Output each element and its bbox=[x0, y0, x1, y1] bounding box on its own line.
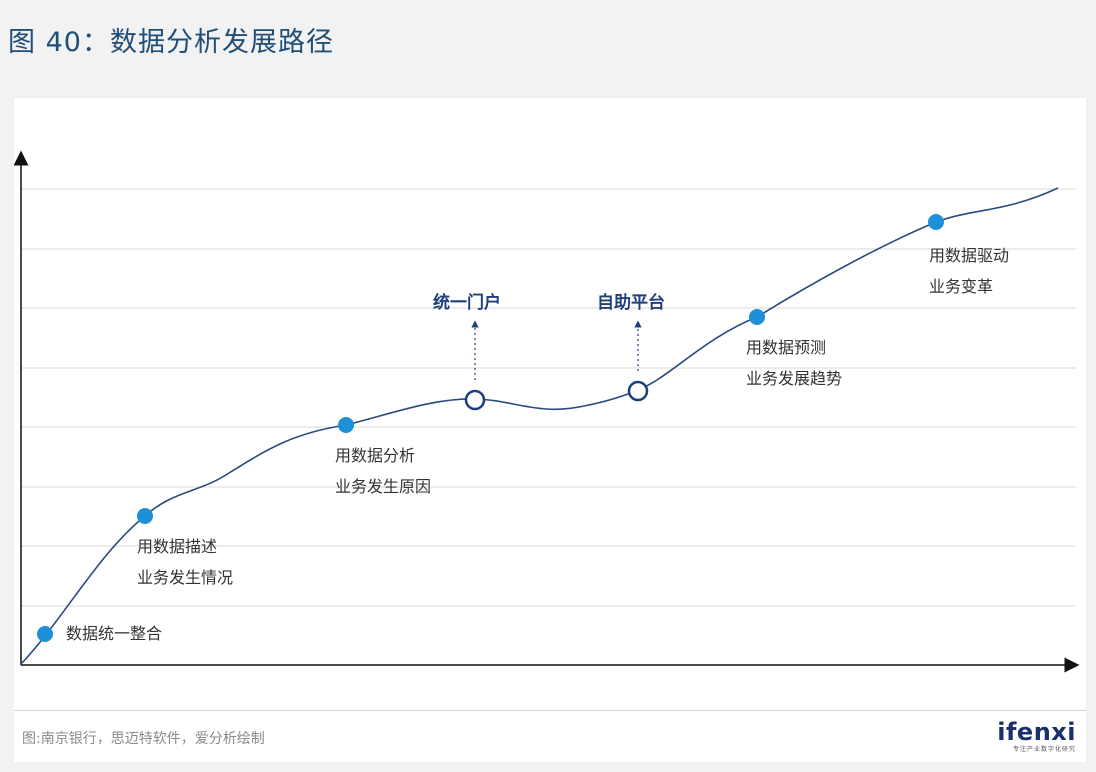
milestone-label-selfservice: 自助平台 bbox=[597, 293, 665, 313]
stage-label-line: 业务变革 bbox=[929, 277, 994, 296]
gridlines bbox=[22, 188, 1076, 607]
stage-label-line: 用数据预测 bbox=[746, 338, 827, 357]
stage-label-line: 业务发生情况 bbox=[137, 568, 234, 587]
stage-label-line: 用数据描述 bbox=[137, 537, 218, 556]
growth-curve bbox=[21, 187, 1059, 664]
stage-label-line: 业务发生原因 bbox=[335, 477, 432, 496]
footer-divider bbox=[14, 710, 1086, 711]
diagram-svg bbox=[14, 150, 1080, 673]
stage-label-analyze: 用数据分析 业务发生原因 bbox=[335, 440, 431, 502]
stage-label-line: 用数据驱动 bbox=[929, 246, 1010, 265]
diagram-panel: 数据统一整合 用数据描述 业务发生情况 用数据分析 业务发生原因 用数据预测 业… bbox=[14, 98, 1086, 762]
logo-tagline: 专注产业数字化研究 bbox=[1012, 746, 1076, 753]
stage-label-line: 数据统一整合 bbox=[66, 624, 163, 643]
stage-label-predict: 用数据预测 业务发展趋势 bbox=[746, 332, 842, 394]
stage-dot-integration bbox=[37, 626, 53, 642]
stage-label-line: 用数据分析 bbox=[335, 446, 416, 465]
stage-label-line: 业务发展趋势 bbox=[746, 369, 843, 388]
milestone-label-portal: 统一门户 bbox=[433, 293, 501, 313]
milestone-ring-selfservice bbox=[627, 380, 649, 402]
stage-dot-drive bbox=[928, 214, 944, 230]
ifenxi-logo: ifenxi 专注产业数字化研究 bbox=[997, 718, 1076, 753]
stage-label-integration: 数据统一整合 bbox=[66, 618, 162, 649]
stage-label-describe: 用数据描述 业务发生情况 bbox=[137, 531, 233, 593]
stage-label-drive: 用数据驱动 业务变革 bbox=[929, 240, 1009, 302]
figure-title: 图 40：数据分析发展路径 bbox=[8, 27, 334, 58]
stage-dot-analyze bbox=[338, 417, 354, 433]
source-note: 图:南京银行，思迈特软件，爱分析绘制 bbox=[22, 731, 265, 747]
stage-dot-predict bbox=[749, 309, 765, 325]
stage-dot-describe bbox=[137, 508, 153, 524]
milestone-ring-portal bbox=[464, 389, 486, 411]
logo-wordmark: ifenxi bbox=[997, 718, 1076, 746]
